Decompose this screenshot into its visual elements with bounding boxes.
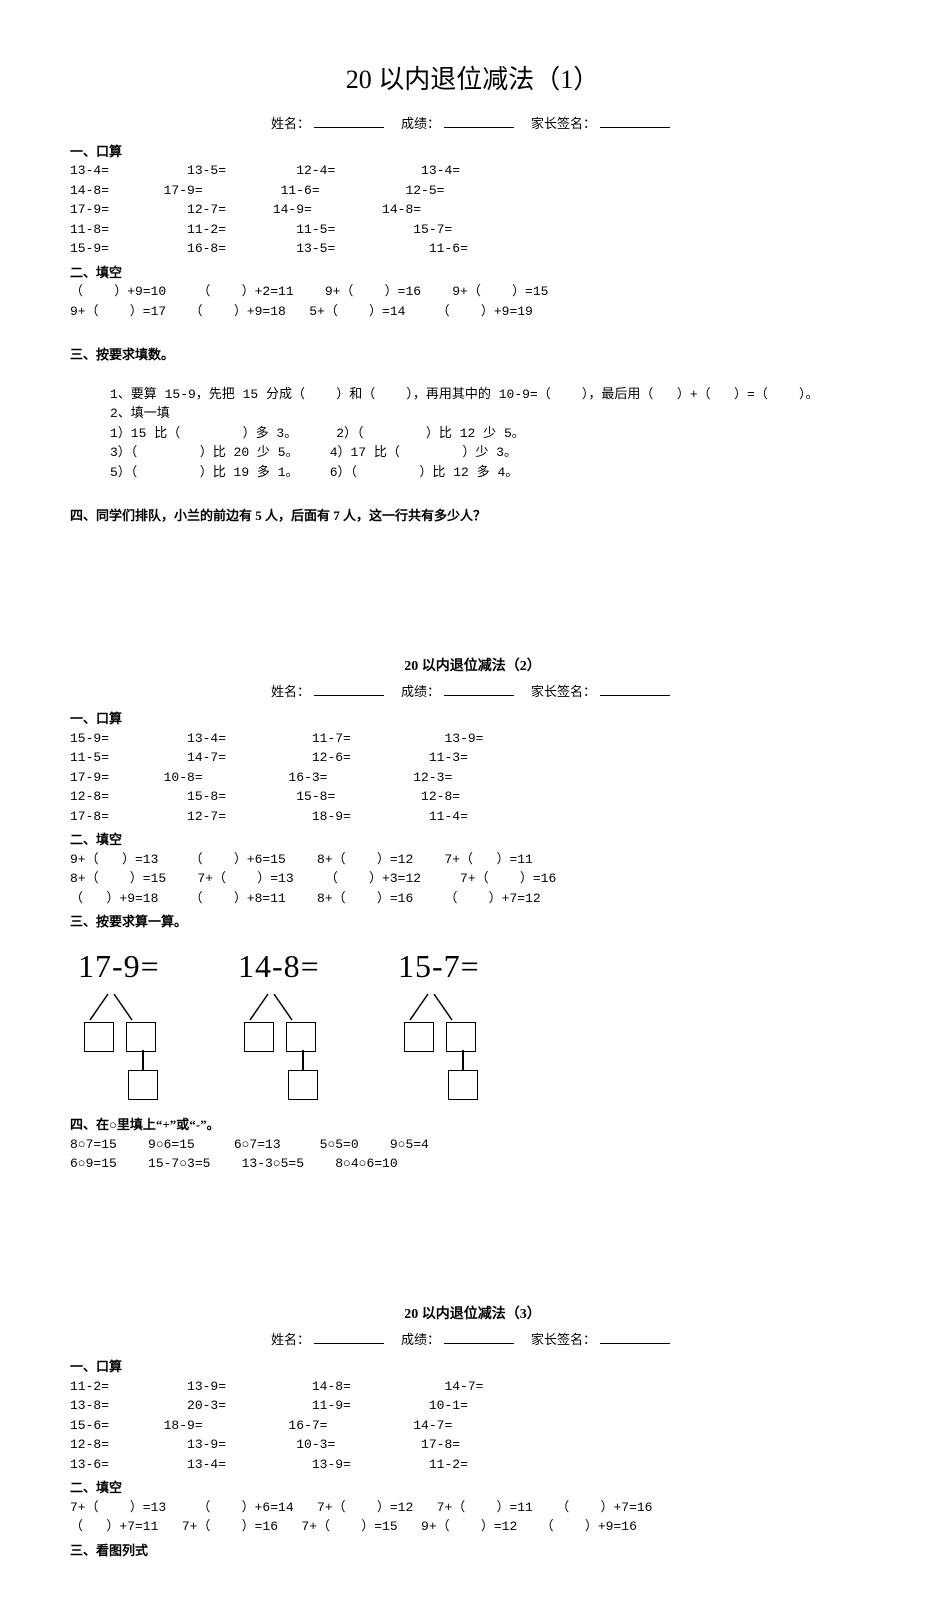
score-blank[interactable]	[444, 682, 514, 696]
w1-s2-label: 二、填空	[70, 263, 875, 283]
name-label: 姓名：	[271, 684, 310, 699]
w1-q2: 2、填一填	[70, 404, 875, 424]
w1-q2a: 1）15 比（ ）多 3。 2）（ ）比 12 少 5。	[70, 424, 875, 444]
sign-blank[interactable]	[600, 682, 670, 696]
page-title: 20 以内退位减法（1）	[70, 60, 875, 99]
w3-oral-row: 11-2= 13-9= 14-8= 14-7=	[70, 1377, 875, 1397]
decomposition-row: 17-9= 14-8= 15-7=	[70, 942, 875, 1106]
w2-fill-row: （ ）+9=18 （ ）+8=11 8+（ ）=16 （ ）+7=12	[70, 889, 875, 909]
name-blank[interactable]	[314, 1330, 384, 1344]
sign-blank[interactable]	[600, 1330, 670, 1344]
score-label: 成绩：	[401, 1332, 440, 1347]
score-label: 成绩：	[401, 684, 440, 699]
w2-oral-row: 15-9= 13-4= 11-7= 13-9=	[70, 729, 875, 749]
name-blank[interactable]	[314, 114, 384, 128]
score-blank[interactable]	[444, 114, 514, 128]
w1-s4-label: 四、同学们排队，小兰的前边有 5 人，后面有 7 人，这一行共有多少人？	[70, 506, 875, 526]
score-label: 成绩：	[401, 116, 440, 131]
w2-oral-row: 17-9= 10-8= 16-3= 12-3=	[70, 768, 875, 788]
w3-fill-row: （ ）+7=11 7+（ ）=16 7+（ ）=15 9+（ ）=12 （ ）+…	[70, 1517, 875, 1537]
w1-s3-label: 三、按要求填数。	[70, 345, 875, 365]
name-label: 姓名：	[271, 116, 310, 131]
w3-s3-label: 三、看图列式	[70, 1541, 875, 1561]
decomp-eq: 15-7=	[390, 942, 480, 990]
answer-box[interactable]	[244, 1022, 274, 1052]
w2-title: 20 以内退位减法（2）	[70, 656, 875, 677]
answer-box[interactable]	[126, 1022, 156, 1052]
w1-oral-row: 17-9= 12-7= 14-9= 14-8=	[70, 200, 875, 220]
w1-s1-label: 一、口算	[70, 142, 875, 162]
w2-circle-row: 6○9=15 15-7○3=5 13-3○5=5 8○4○6=10	[70, 1154, 875, 1174]
w2-s2-label: 二、填空	[70, 830, 875, 850]
w1-oral-row: 14-8= 17-9= 11-6= 12-5=	[70, 181, 875, 201]
decomp-1: 17-9=	[70, 942, 180, 1106]
answer-box[interactable]	[84, 1022, 114, 1052]
split-lines-icon	[230, 992, 340, 1022]
header-line-2: 姓名： 成绩： 家长签名：	[70, 682, 875, 702]
header-line-3: 姓名： 成绩： 家长签名：	[70, 1330, 875, 1350]
decomp-eq: 17-9=	[70, 942, 160, 990]
sign-label: 家长签名：	[531, 116, 596, 131]
answer-box[interactable]	[128, 1070, 158, 1100]
w2-s3-label: 三、按要求算一算。	[70, 912, 875, 932]
w2-oral-row: 17-8= 12-7= 18-9= 11-4=	[70, 807, 875, 827]
answer-box[interactable]	[286, 1022, 316, 1052]
name-blank[interactable]	[314, 682, 384, 696]
answer-box[interactable]	[446, 1022, 476, 1052]
w3-oral-row: 12-8= 13-9= 10-3= 17-8=	[70, 1435, 875, 1455]
answer-box[interactable]	[404, 1022, 434, 1052]
sign-label: 家长签名：	[531, 1332, 596, 1347]
split-lines-icon	[390, 992, 500, 1022]
w2-fill-row: 8+（ ）=15 7+（ ）=13 （ ）+3=12 7+（ ）=16	[70, 869, 875, 889]
w1-oral-row: 13-4= 13-5= 12-4= 13-4=	[70, 161, 875, 181]
w1-q2c: 5）（ ）比 19 多 1。 6）（ ）比 12 多 4。	[70, 463, 875, 483]
w3-fill-row: 7+（ ）=13 （ ）+6=14 7+（ ）=12 7+（ ）=11 （ ）+…	[70, 1498, 875, 1518]
answer-box[interactable]	[288, 1070, 318, 1100]
decomp-3: 15-7=	[390, 942, 500, 1106]
score-blank[interactable]	[444, 1330, 514, 1344]
w2-oral-row: 12-8= 15-8= 15-8= 12-8=	[70, 787, 875, 807]
answer-box[interactable]	[448, 1070, 478, 1100]
w1-fill-row: （ ）+9=10 （ ）+2=11 9+（ ）=16 9+（ ）=15	[70, 282, 875, 302]
w3-title: 20 以内退位减法（3）	[70, 1304, 875, 1325]
name-label: 姓名：	[271, 1332, 310, 1347]
w3-oral-row: 15-6= 18-9= 16-7= 14-7=	[70, 1416, 875, 1436]
w3-oral-row: 13-6= 13-4= 13-9= 11-2=	[70, 1455, 875, 1475]
sign-label: 家长签名：	[531, 684, 596, 699]
w1-q2b: 3）（ ）比 20 少 5。 4）17 比（ ）少 3。	[70, 443, 875, 463]
w2-s4-label: 四、在○里填上“+”或“-”。	[70, 1115, 875, 1135]
header-line: 姓名： 成绩： 家长签名：	[70, 114, 875, 134]
decomp-eq: 14-8=	[230, 942, 320, 990]
w1-oral-row: 15-9= 16-8= 13-5= 11-6=	[70, 239, 875, 259]
sign-blank[interactable]	[600, 114, 670, 128]
decomp-2: 14-8=	[230, 942, 340, 1106]
w2-s1-label: 一、口算	[70, 709, 875, 729]
w2-oral-row: 11-5= 14-7= 12-6= 11-3=	[70, 748, 875, 768]
w2-circle-row: 8○7=15 9○6=15 6○7=13 5○5=0 9○5=4	[70, 1135, 875, 1155]
split-lines-icon	[70, 992, 180, 1022]
w1-fill-row: 9+（ ）=17 （ ）+9=18 5+（ ）=14 （ ）+9=19	[70, 302, 875, 322]
w1-q1: 1、要算 15-9，先把 15 分成（ ）和（ ），再用其中的 10-9=（ ）…	[70, 385, 875, 405]
w1-oral-row: 11-8= 11-2= 11-5= 15-7=	[70, 220, 875, 240]
w3-s1-label: 一、口算	[70, 1357, 875, 1377]
w3-oral-row: 13-8= 20-3= 11-9= 10-1=	[70, 1396, 875, 1416]
w2-fill-row: 9+（ ）=13 （ ）+6=15 8+（ ）=12 7+（ ）=11	[70, 850, 875, 870]
w3-s2-label: 二、填空	[70, 1478, 875, 1498]
